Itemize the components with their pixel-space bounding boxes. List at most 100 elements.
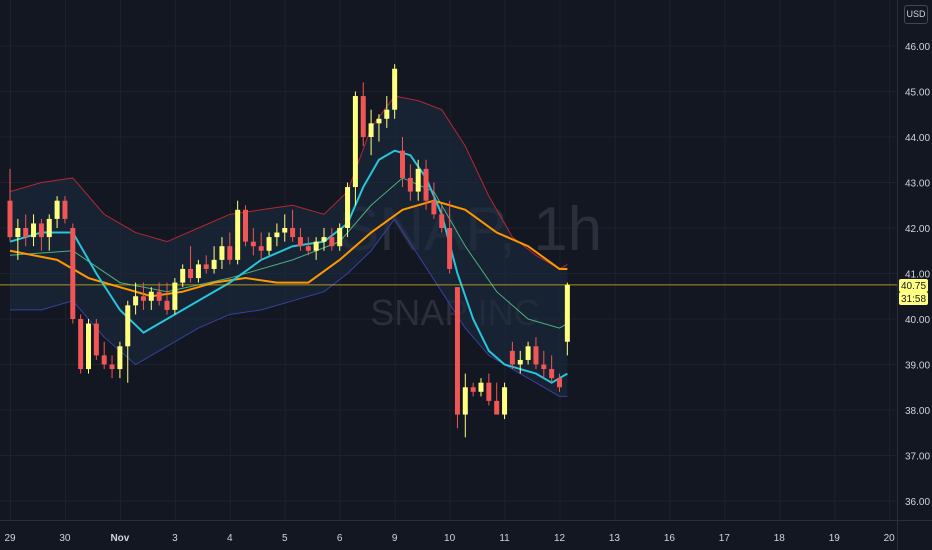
time-tick-label: 29: [4, 533, 16, 544]
candle-body: [180, 268, 186, 283]
candle: [54, 196, 60, 228]
candle: [392, 64, 398, 119]
candlesticks: [7, 64, 570, 438]
candle-body: [407, 177, 413, 192]
price-tick-label: 37.00: [905, 452, 930, 463]
time-tick-label: Nov: [110, 533, 129, 544]
candle-body: [172, 282, 178, 310]
candle-body: [203, 264, 209, 269]
candle: [549, 355, 555, 383]
countdown-label: 31:58: [901, 294, 926, 305]
time-tick-label: 11: [499, 533, 510, 544]
candle: [250, 228, 256, 256]
price-tick-label: 39.00: [905, 361, 930, 372]
price-tick-label: 45.00: [905, 88, 930, 99]
candle-body: [329, 237, 335, 247]
candle: [352, 91, 358, 206]
candle: [164, 282, 170, 315]
price-tick-label: 41.00: [905, 270, 930, 281]
candle: [93, 319, 99, 360]
candle-body: [62, 200, 68, 219]
time-tick-label: 3: [172, 533, 178, 544]
candle-body: [502, 387, 508, 415]
candle: [195, 259, 201, 283]
candle: [243, 205, 248, 247]
candle-body: [415, 168, 421, 192]
price-labels: 40.75 31:58: [899, 279, 928, 305]
candle-body: [305, 246, 311, 251]
candle: [172, 278, 178, 315]
candle: [360, 82, 366, 147]
candle-body: [266, 237, 272, 251]
currency-badge[interactable]: USD: [904, 5, 928, 24]
candle: [46, 214, 52, 251]
candle: [266, 232, 272, 256]
candle-body: [156, 291, 162, 301]
candle-body: [447, 228, 453, 269]
candle: [384, 96, 390, 128]
candle-body: [227, 246, 233, 260]
price-tick-label: 43.00: [905, 179, 930, 190]
candle-body: [195, 264, 201, 279]
candle: [62, 196, 68, 224]
candle: [329, 228, 335, 251]
candle: [23, 214, 29, 247]
candle-body: [564, 284, 570, 342]
candle: [564, 282, 570, 356]
candle: [509, 341, 515, 370]
candle-body: [478, 382, 484, 392]
candle-body: [549, 369, 555, 379]
candle: [203, 255, 209, 274]
candle-body: [78, 319, 84, 370]
bollinger-upper-line: [9, 95, 568, 270]
bollinger-fill: [10, 96, 568, 397]
time-tick-label: 4: [227, 533, 233, 544]
candle: [415, 159, 421, 201]
time-tick-label: 30: [59, 533, 71, 544]
candle-body: [46, 218, 52, 238]
candle: [211, 246, 217, 274]
candle: [525, 341, 531, 365]
candle-body: [557, 378, 562, 388]
candle: [368, 109, 374, 156]
candle-body: [31, 223, 37, 238]
candle: [517, 350, 523, 374]
candle: [533, 337, 539, 370]
candle-body: [282, 228, 288, 233]
candle: [235, 200, 241, 265]
time-tick-label: 9: [392, 533, 398, 544]
candle: [345, 182, 351, 238]
price-axis[interactable]: 36.00 37.00 38.00 39.00 40.00 41.00 42.00 43.00…: [905, 42, 930, 508]
price-tick-label: 46.00: [905, 42, 930, 53]
candle: [31, 214, 37, 247]
candle-body: [525, 346, 531, 360]
candle: [470, 382, 476, 397]
candle: [439, 205, 445, 233]
candle-body: [376, 118, 382, 124]
candle: [486, 373, 492, 406]
candle-body: [384, 109, 390, 119]
candle: [15, 218, 21, 260]
price-tick-label: 38.00: [905, 406, 930, 417]
candle: [407, 164, 413, 201]
countdown-label-box: [899, 292, 928, 305]
candle-body: [494, 400, 500, 415]
candle: [494, 382, 500, 415]
candle-body: [101, 355, 107, 365]
candle-body: [509, 350, 515, 365]
candle: [290, 209, 296, 242]
candle-body: [454, 287, 460, 415]
candle: [400, 137, 405, 188]
candle: [148, 287, 154, 310]
candle-body: [133, 296, 139, 306]
candle-body: [140, 296, 146, 301]
time-tick-label: 12: [554, 533, 566, 544]
bollinger-bands: [9, 95, 568, 397]
candle-body: [400, 150, 405, 178]
candle-body: [462, 387, 468, 415]
time-tick-label: 20: [884, 533, 896, 544]
candle-body: [392, 68, 398, 110]
